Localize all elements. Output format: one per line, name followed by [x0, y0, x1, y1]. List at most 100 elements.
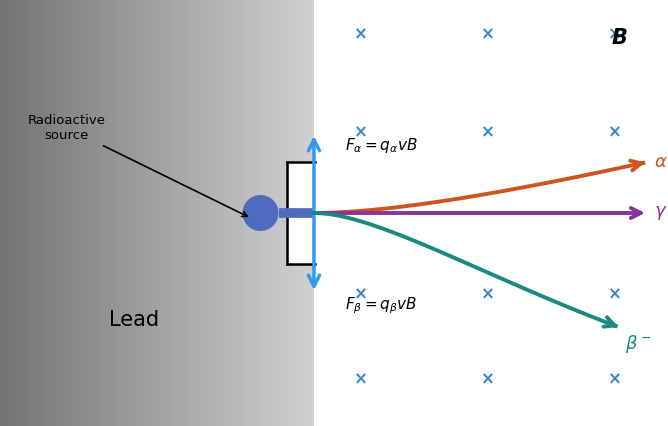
Bar: [247, 0, 251, 426]
Bar: [204, 0, 207, 426]
Bar: [104, 0, 107, 426]
Bar: [234, 0, 238, 426]
Text: ×: ×: [608, 285, 621, 303]
Bar: [22, 0, 25, 426]
Bar: [13, 0, 16, 426]
Bar: [301, 0, 304, 426]
Bar: [194, 0, 198, 426]
Bar: [47, 0, 51, 426]
Bar: [213, 0, 216, 426]
Text: ×: ×: [608, 370, 621, 388]
Bar: [15, 0, 19, 426]
Bar: [50, 0, 53, 426]
Text: $\gamma$: $\gamma$: [654, 204, 667, 222]
Bar: [97, 0, 101, 426]
Bar: [65, 0, 69, 426]
Bar: [307, 0, 311, 426]
Bar: [132, 0, 135, 426]
Bar: [285, 0, 289, 426]
Bar: [134, 0, 138, 426]
Bar: [91, 0, 94, 426]
Bar: [125, 0, 129, 426]
Text: $\alpha$: $\alpha$: [654, 153, 667, 171]
Bar: [44, 0, 47, 426]
Bar: [263, 0, 267, 426]
Bar: [154, 0, 157, 426]
Bar: [294, 0, 298, 426]
Bar: [222, 0, 226, 426]
Bar: [63, 0, 66, 426]
Bar: [178, 0, 182, 426]
Bar: [172, 0, 176, 426]
Text: ×: ×: [481, 25, 494, 43]
Bar: [75, 0, 79, 426]
Bar: [6, 0, 10, 426]
Bar: [188, 0, 192, 426]
Text: $\beta^-$: $\beta^-$: [625, 333, 652, 355]
Text: ×: ×: [354, 370, 367, 388]
Bar: [273, 0, 276, 426]
Bar: [260, 0, 263, 426]
Bar: [25, 0, 29, 426]
Bar: [9, 0, 13, 426]
Bar: [182, 0, 185, 426]
Bar: [28, 0, 32, 426]
Bar: [275, 0, 279, 426]
Bar: [304, 0, 307, 426]
Bar: [269, 0, 273, 426]
Circle shape: [242, 195, 279, 231]
Bar: [291, 0, 295, 426]
Bar: [35, 0, 38, 426]
Text: ×: ×: [354, 25, 367, 43]
Bar: [147, 0, 151, 426]
Bar: [238, 0, 242, 426]
Bar: [244, 0, 248, 426]
Bar: [166, 0, 170, 426]
Text: $F_{\beta} = q_{\beta}vB$: $F_{\beta} = q_{\beta}vB$: [345, 295, 418, 316]
Bar: [156, 0, 160, 426]
Bar: [59, 0, 63, 426]
Bar: [279, 0, 282, 426]
Bar: [228, 0, 232, 426]
Text: ×: ×: [608, 123, 621, 141]
Bar: [94, 0, 98, 426]
Bar: [69, 0, 73, 426]
Text: ×: ×: [354, 285, 367, 303]
Bar: [3, 0, 7, 426]
Bar: [288, 0, 292, 426]
Bar: [287, 162, 313, 264]
Bar: [216, 0, 220, 426]
Bar: [225, 0, 229, 426]
Bar: [191, 0, 194, 426]
Bar: [128, 0, 132, 426]
Bar: [160, 0, 163, 426]
Bar: [150, 0, 154, 426]
Bar: [138, 0, 142, 426]
Bar: [197, 0, 201, 426]
Bar: [85, 0, 88, 426]
Text: ×: ×: [481, 285, 494, 303]
Bar: [100, 0, 104, 426]
Bar: [113, 0, 116, 426]
Bar: [116, 0, 120, 426]
Bar: [169, 0, 172, 426]
Text: $F_{\alpha} = q_{\alpha}vB$: $F_{\alpha} = q_{\alpha}vB$: [345, 136, 418, 155]
Bar: [206, 0, 210, 426]
Bar: [163, 0, 166, 426]
Bar: [53, 0, 57, 426]
Bar: [141, 0, 144, 426]
Bar: [310, 0, 313, 426]
Bar: [78, 0, 82, 426]
Bar: [241, 0, 244, 426]
Bar: [297, 0, 301, 426]
Text: ×: ×: [481, 370, 494, 388]
Bar: [219, 0, 222, 426]
Bar: [250, 0, 254, 426]
Text: ×: ×: [608, 25, 621, 43]
Bar: [122, 0, 126, 426]
Bar: [41, 0, 44, 426]
Bar: [313, 0, 668, 426]
Text: Lead: Lead: [108, 310, 159, 329]
Bar: [210, 0, 213, 426]
Bar: [257, 0, 261, 426]
